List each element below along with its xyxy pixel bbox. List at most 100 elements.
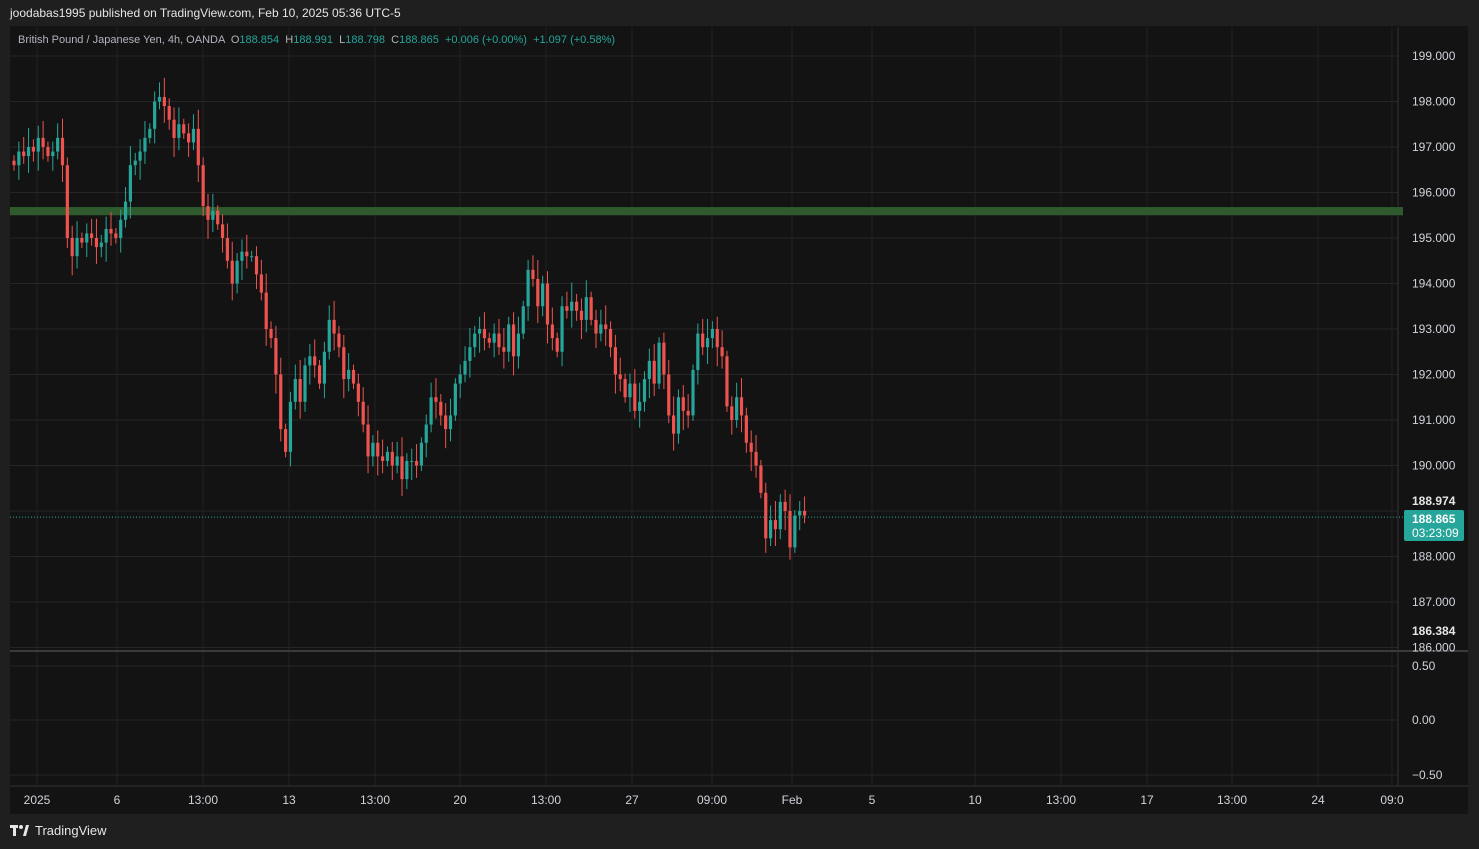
candle <box>361 387 365 433</box>
candle <box>618 357 622 392</box>
candle-body <box>773 520 778 530</box>
candle <box>51 141 55 171</box>
candle-body <box>250 256 254 258</box>
candle <box>521 300 525 340</box>
candle-body <box>104 228 108 243</box>
candle-body <box>216 210 220 225</box>
candle <box>337 325 341 358</box>
candle-body <box>240 251 244 261</box>
candle <box>444 403 448 449</box>
candle-body <box>99 242 103 248</box>
candle-body <box>347 369 351 380</box>
candle <box>250 250 254 262</box>
candle <box>327 305 331 360</box>
candle-body <box>313 356 317 366</box>
candle <box>332 300 336 351</box>
candle-body <box>798 511 802 516</box>
candle-body <box>507 324 511 352</box>
candle <box>565 291 569 319</box>
candle-body <box>254 256 259 275</box>
candle-body <box>332 319 336 334</box>
candle-body <box>119 219 123 238</box>
candle-body <box>322 351 326 384</box>
change-value: +0.006 (+0.00%) <box>444 34 527 46</box>
symbol-name: British Pound / Japanese Yen, 4h, OANDA <box>18 34 225 46</box>
candle <box>570 282 574 328</box>
candle-body <box>17 151 21 166</box>
candle-body <box>667 374 671 416</box>
candle-body <box>739 397 744 416</box>
candle-body <box>46 147 50 157</box>
candle-body <box>502 347 506 352</box>
candle <box>235 253 239 294</box>
candle-body <box>497 333 501 348</box>
candle <box>555 332 559 358</box>
candle <box>196 109 200 183</box>
candle-body <box>579 310 584 320</box>
candle <box>298 359 302 419</box>
change-value-2: +1.097 (+0.58%) <box>533 34 616 46</box>
candle <box>211 193 215 233</box>
candle-body <box>317 365 322 384</box>
candle <box>12 155 16 171</box>
candle <box>187 123 191 158</box>
indicator-tick-label: −0.50 <box>1412 768 1443 782</box>
time-tick-label: 13 <box>282 793 296 807</box>
candle-body <box>75 238 79 257</box>
candle <box>696 323 700 385</box>
candle <box>691 364 695 421</box>
high-label: H <box>285 34 294 46</box>
candle <box>482 312 487 351</box>
low-label: L <box>339 34 346 46</box>
candle <box>710 321 714 349</box>
candle-body <box>638 401 642 411</box>
candle-body <box>351 369 356 384</box>
time-tick-label: 13:00 <box>360 793 390 807</box>
candle-body <box>560 306 564 352</box>
candle <box>390 441 394 481</box>
candle <box>672 396 676 451</box>
candle <box>463 346 467 383</box>
indicator-tick-label: 0.50 <box>1412 659 1436 673</box>
candle-body <box>371 442 375 457</box>
candle-body <box>206 206 210 220</box>
candle <box>114 227 118 244</box>
candle-body <box>196 128 200 166</box>
time-tick-label: 10 <box>968 793 982 807</box>
price-tick-label: 193.000 <box>1412 322 1456 336</box>
candle-body <box>60 137 65 166</box>
candle <box>676 389 681 444</box>
candle <box>80 232 84 249</box>
candle <box>182 118 186 139</box>
candle-body <box>429 397 433 425</box>
price-tick-label: 195.000 <box>1412 231 1456 245</box>
price-tick-label: 194.000 <box>1412 277 1456 291</box>
candle-body <box>303 365 307 402</box>
price-tick-label: 188.000 <box>1412 550 1456 564</box>
candle <box>511 312 516 376</box>
zone-rect <box>10 207 1403 216</box>
candle <box>657 337 661 390</box>
candle <box>56 123 60 160</box>
candle-body <box>599 324 603 334</box>
candle <box>167 98 171 130</box>
candle <box>667 359 671 424</box>
candle <box>429 382 433 433</box>
time-tick-label: 24 <box>1311 793 1325 807</box>
candle <box>686 394 690 428</box>
time-axis: 2025 6 13:00 13 13:00 20 13:00 27 09:00 Feb 5 10 13:… <box>24 793 1404 807</box>
candle-body <box>759 465 763 493</box>
candle-body <box>444 415 448 430</box>
candle <box>633 369 637 419</box>
candle-body <box>686 410 690 416</box>
candle <box>735 382 739 428</box>
time-tick-label: Feb <box>782 793 803 807</box>
low-marker-bg <box>1404 623 1460 639</box>
candle-body <box>31 147 35 152</box>
close-label: C <box>391 34 400 46</box>
candle <box>128 146 132 219</box>
candle-body <box>414 460 419 466</box>
candle <box>133 152 137 176</box>
candle <box>230 241 234 301</box>
